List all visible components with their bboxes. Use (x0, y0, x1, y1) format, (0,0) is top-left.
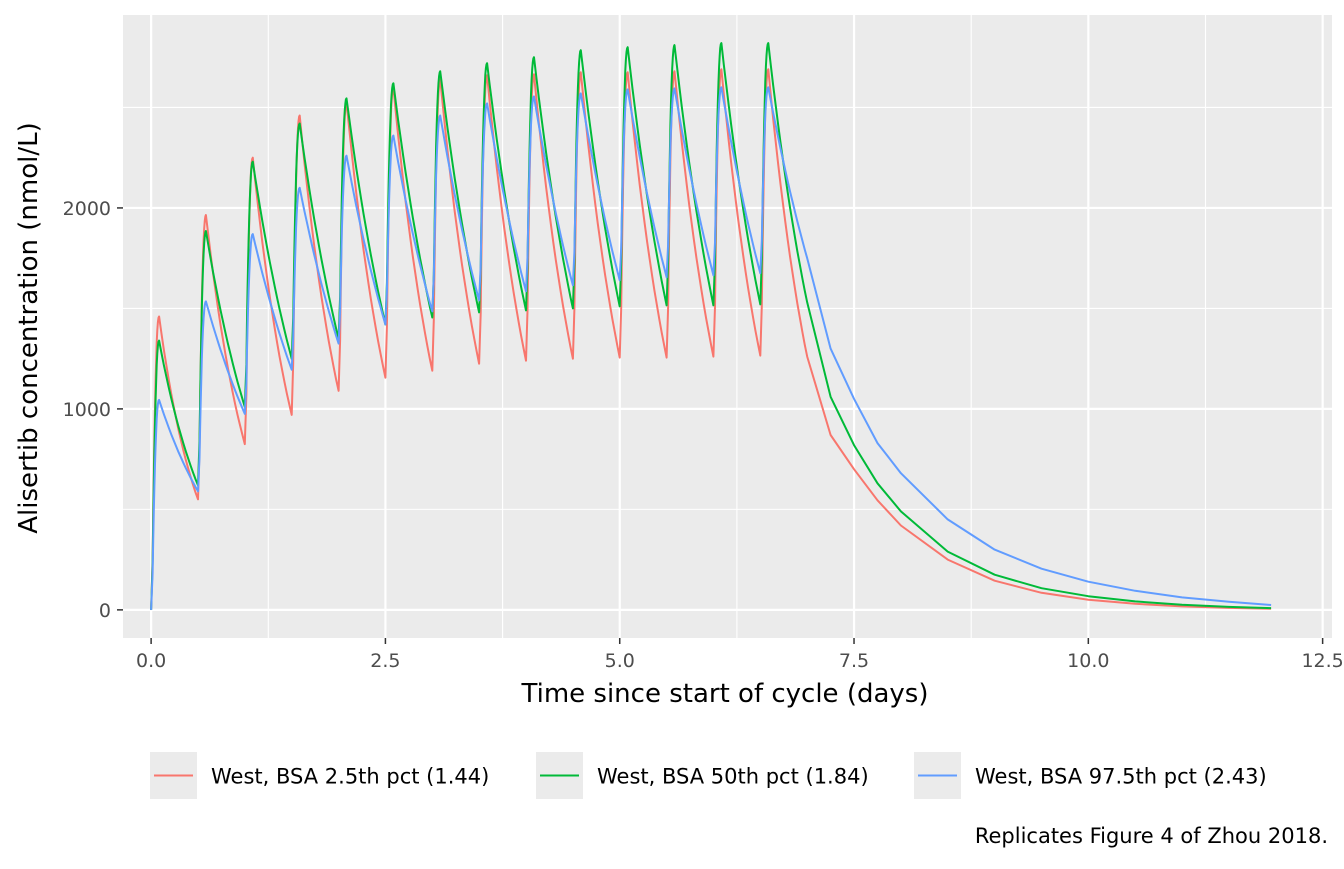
legend-label: West, BSA 97.5th pct (2.43) (975, 765, 1267, 789)
minor-grid (123, 15, 1332, 638)
caption: Replicates Figure 4 of Zhou 2018. (975, 824, 1328, 848)
series-line-3 (150, 86, 1272, 610)
y-tick-label: 2000 (63, 198, 111, 220)
x-tick-label: 5.0 (605, 650, 635, 672)
x-axis: 0.0 2.5 5.0 7.5 10.0 12.5 (136, 638, 1344, 672)
y-tick-label: 0 (99, 600, 111, 622)
y-axis: 0 1000 2000 (63, 198, 123, 622)
y-axis-title: Alisertib concentration (nmol/L) (14, 122, 44, 533)
series-line-2 (150, 42, 1272, 610)
legend-label: West, BSA 2.5th pct (1.44) (211, 765, 489, 789)
x-tick-label: 7.5 (839, 650, 869, 672)
x-tick-label: 2.5 (370, 650, 400, 672)
x-axis-title: Time since start of cycle (days) (521, 679, 929, 709)
legend: West, BSA 2.5th pct (1.44) West, BSA 50th… (150, 752, 1267, 799)
series-lines (150, 42, 1272, 610)
x-tick-label: 12.5 (1301, 650, 1343, 672)
legend-label: West, BSA 50th pct (1.84) (597, 765, 869, 789)
x-tick-label: 10.0 (1067, 650, 1109, 672)
major-grid (123, 15, 1332, 638)
x-tick-label: 0.0 (136, 650, 166, 672)
y-tick-label: 1000 (63, 399, 111, 421)
plot-panel (123, 15, 1332, 638)
